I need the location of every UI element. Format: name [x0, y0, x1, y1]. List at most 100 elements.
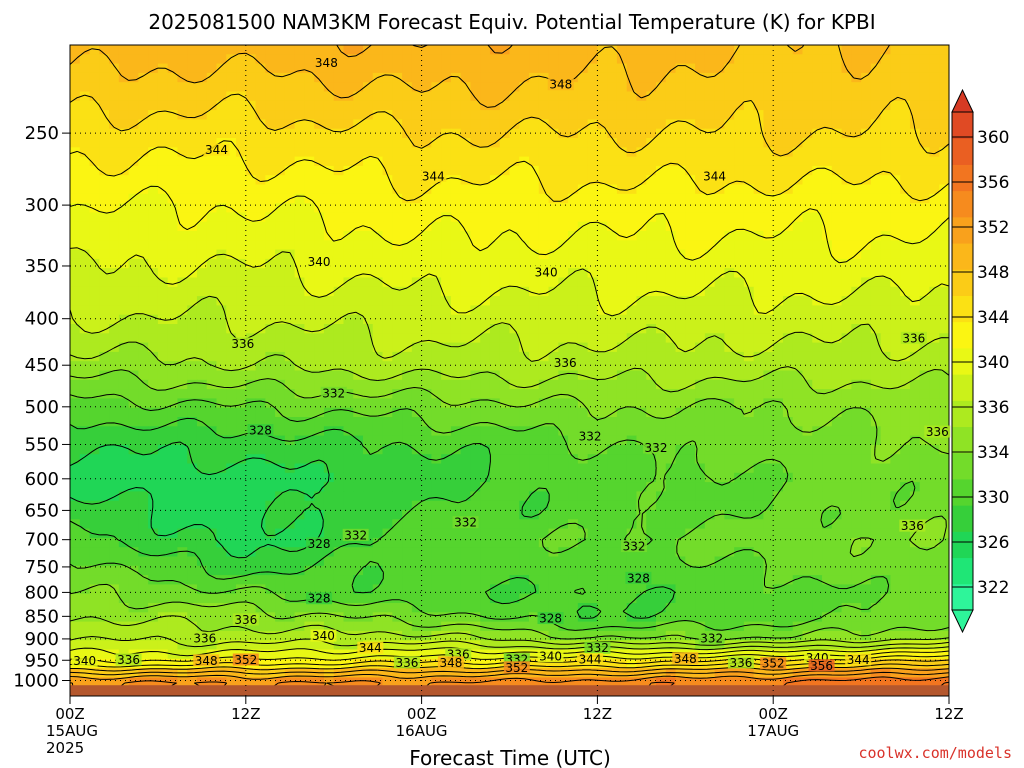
field-cell [304, 119, 315, 130]
field-cell [265, 63, 276, 74]
field-cell [157, 147, 169, 158]
field-cell [236, 519, 247, 530]
field-cell [548, 45, 559, 55]
field-cell [909, 258, 921, 269]
field-cell [597, 491, 608, 502]
field-cell [919, 482, 931, 492]
field-cell [79, 72, 91, 83]
field-cell [529, 184, 540, 195]
field-cell [275, 147, 286, 158]
field-cell [372, 370, 384, 381]
field-cell [499, 379, 511, 390]
field-cell [519, 324, 530, 334]
field-cell [236, 324, 247, 334]
field-cell [616, 314, 628, 325]
field-cell [753, 379, 765, 390]
field-cell [919, 212, 931, 223]
field-cell [148, 379, 159, 390]
field-cell [79, 537, 91, 548]
field-cell [900, 482, 911, 492]
field-cell [499, 463, 511, 474]
field-cell [343, 175, 354, 186]
field-cell [255, 472, 266, 483]
field-cell [665, 45, 677, 55]
field-cell [548, 128, 559, 139]
field-cell [499, 547, 511, 558]
field-cell [792, 510, 804, 520]
field-cell [812, 231, 823, 241]
field-cell [363, 63, 374, 74]
field-cell [890, 277, 901, 288]
field-cell [538, 277, 550, 288]
field-cell [939, 119, 949, 130]
field-cell [538, 212, 550, 223]
field-cell [382, 547, 393, 558]
field-cell [304, 556, 315, 567]
field-cell [519, 342, 530, 353]
field-cell [314, 333, 325, 344]
field-cell [851, 286, 862, 297]
field-cell [148, 444, 159, 455]
field-cell [284, 435, 296, 446]
field-cell [265, 398, 276, 409]
field-cell [812, 184, 823, 195]
field-cell [636, 454, 647, 465]
field-cell [70, 333, 81, 344]
field-cell [157, 296, 169, 306]
field-cell [460, 491, 472, 502]
field-cell [138, 417, 149, 427]
field-cell [411, 482, 423, 492]
field-cell [909, 361, 921, 372]
field-cell [919, 305, 931, 316]
field-cell [685, 444, 696, 455]
field-cell [372, 417, 384, 427]
field-cell [636, 482, 647, 492]
field-cell [450, 193, 462, 204]
field-cell [558, 547, 569, 558]
field-cell [851, 444, 862, 455]
field-cell [392, 82, 403, 93]
field-cell [284, 72, 296, 83]
field-cell [890, 426, 901, 437]
field-cell [577, 500, 589, 511]
field-cell [763, 193, 774, 204]
field-cell [382, 379, 393, 390]
field-cell [646, 305, 657, 316]
field-cell [812, 324, 823, 334]
field-cell [909, 389, 921, 399]
field-cell [431, 128, 442, 139]
field-cell [880, 258, 891, 269]
field-cell [831, 221, 843, 232]
field-cell [489, 100, 501, 111]
field-cell [802, 519, 813, 530]
field-cell [919, 193, 931, 204]
field-cell [450, 379, 462, 390]
field-cell [187, 454, 198, 465]
field-cell [753, 519, 765, 530]
field-cell [558, 175, 569, 186]
field-cell [812, 91, 823, 102]
field-cell [822, 240, 833, 251]
field-cell [138, 147, 149, 158]
field-cell [773, 128, 784, 139]
field-cell [177, 212, 188, 223]
field-cell [587, 379, 598, 390]
field-cell [450, 231, 462, 241]
field-cell [626, 72, 638, 83]
field-cell [607, 110, 618, 120]
field-cell [568, 203, 579, 213]
field-cell [724, 500, 735, 511]
field-cell [861, 491, 872, 502]
field-cell [685, 91, 696, 102]
field-cell [421, 268, 432, 279]
field-cell [714, 212, 725, 223]
field-cell [890, 63, 901, 74]
field-cell [226, 138, 237, 148]
field-cell [861, 138, 872, 148]
field-cell [236, 138, 247, 148]
field-cell [636, 417, 647, 427]
field-cell [411, 389, 423, 399]
field-cell [802, 333, 813, 344]
field-cell [587, 277, 598, 288]
field-cell [929, 147, 940, 158]
